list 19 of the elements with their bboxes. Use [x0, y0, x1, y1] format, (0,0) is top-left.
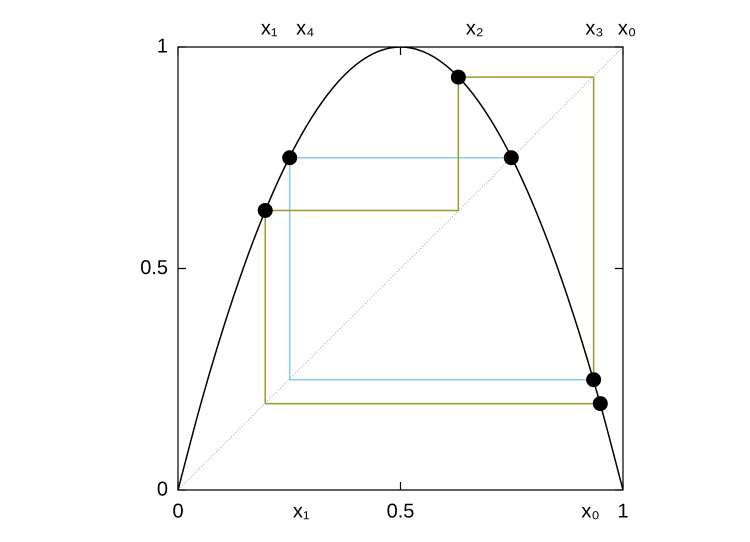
y-tick-label: 0.5: [140, 257, 168, 280]
text: x₃: [585, 18, 604, 40]
x-tick-label: 1: [617, 500, 629, 523]
point: [504, 150, 519, 166]
x-tick-label: 0.5: [386, 500, 414, 523]
y-tick-label: 1: [156, 36, 168, 58]
point: [282, 150, 298, 166]
x-tick-label: x₀: [581, 500, 600, 523]
text: x₀: [618, 18, 636, 40]
point: [586, 372, 602, 388]
text: x₂: [466, 18, 484, 40]
y-tick-label: 0: [156, 478, 168, 501]
x-tick-label: 0: [172, 500, 184, 523]
point: [258, 202, 273, 218]
text: x₄: [296, 18, 314, 40]
x-tick-label: x₁: [292, 500, 310, 523]
point: [450, 70, 466, 85]
text: x₁: [260, 18, 278, 40]
point: [592, 396, 608, 412]
